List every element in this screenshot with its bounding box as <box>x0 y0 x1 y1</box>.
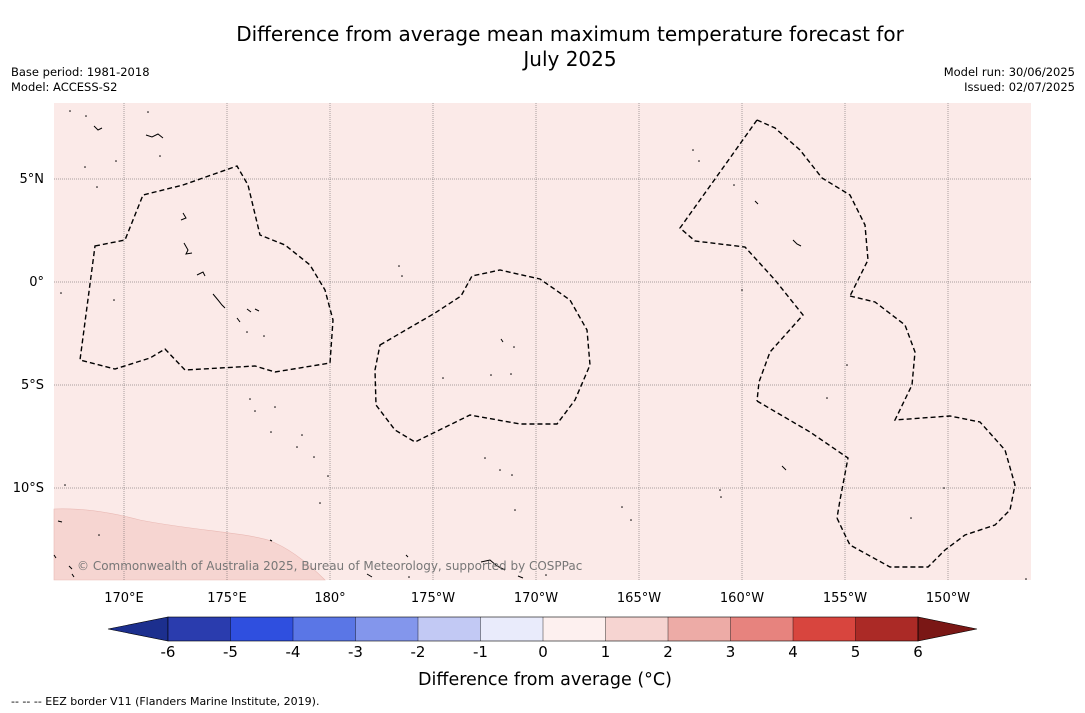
lon-label-165w: 165°W <box>617 591 661 606</box>
lon-label-150w: 150°W <box>926 591 970 606</box>
issued-text: Issued: 02/07/2025 <box>964 80 1075 94</box>
islands <box>53 125 802 579</box>
island <box>145 133 164 139</box>
eez-border-polynesia <box>836 295 1016 568</box>
eez-borders <box>79 119 1016 568</box>
eez-border-kiribati-line-north <box>756 119 869 297</box>
colorbar-tick-label: -6 <box>160 643 176 661</box>
island <box>183 242 193 255</box>
colorbar-label: Difference from average (°C) <box>418 670 672 690</box>
island <box>480 559 506 571</box>
colorbar-tick-label: 1 <box>600 643 611 661</box>
colorbar-tick-label: -2 <box>410 643 426 661</box>
colorbar-tick-label: -5 <box>223 643 238 661</box>
island <box>196 271 206 277</box>
island <box>93 125 103 131</box>
colorbar-segment <box>230 617 294 641</box>
lon-label-175e: 175°E <box>207 591 247 606</box>
island <box>792 239 802 247</box>
colorbar-extend-high <box>917 616 978 642</box>
map-area <box>54 103 1031 580</box>
colorbar-tick-label: 4 <box>788 643 798 661</box>
title-line-2: July 2025 <box>523 47 617 71</box>
colorbar-segment <box>418 617 481 641</box>
island <box>500 338 504 343</box>
model-run-text: Model run: 30/06/2025 <box>943 65 1075 79</box>
warm-anomaly-region <box>53 508 326 581</box>
lon-label-155w: 155°W <box>823 591 867 606</box>
island <box>212 293 226 309</box>
island <box>180 212 187 221</box>
colorbar-segment <box>730 617 794 641</box>
copyright-text: © Commonwealth of Australia 2025, Bureau… <box>77 559 582 573</box>
colorbar-segment <box>855 617 919 641</box>
colorbar-tick-label: -3 <box>348 643 363 661</box>
lon-label-175w: 175°W <box>411 591 455 606</box>
lon-label-170w: 170°W <box>514 591 558 606</box>
model-text: Model: ACCESS-S2 <box>11 80 118 94</box>
lat-label-5s: 5°S <box>21 378 44 393</box>
eez-border-cook-north <box>756 400 849 519</box>
island-dots <box>60 110 1027 580</box>
lon-label-170e: 170°E <box>104 591 144 606</box>
colorbar-tick-label: 3 <box>725 643 736 661</box>
colorbar-segment <box>668 617 731 641</box>
eez-border-kiribati-line-west <box>679 119 804 402</box>
colorbar-tick-label: -4 <box>285 643 301 661</box>
colorbar-segment <box>543 617 606 641</box>
lat-label-5n: 5°N <box>20 172 45 187</box>
island <box>53 554 75 578</box>
colorbar-segment <box>605 617 669 641</box>
meta-left: Base period: 1981-2018 Model: ACCESS-S2 <box>11 65 150 95</box>
meta-right: Model run: 30/06/2025 Issued: 02/07/2025 <box>944 65 1075 95</box>
colorbar-segment <box>355 617 419 641</box>
colorbar-tick-label: -1 <box>473 643 488 661</box>
island <box>57 520 63 523</box>
island <box>754 200 759 205</box>
legend-footer: -- -- -- EEZ border V11 (Flanders Marine… <box>11 695 320 708</box>
lat-label-10s: 10°S <box>13 481 44 496</box>
eez-border-kiribati-phoenix <box>374 269 591 443</box>
island <box>246 308 260 313</box>
island <box>236 317 241 323</box>
colorbar-segment <box>793 617 856 641</box>
lon-label-160w: 160°W <box>720 591 764 606</box>
base-period-text: Base period: 1981-2018 <box>11 65 150 79</box>
colorbar-segment <box>168 617 231 641</box>
lon-label-180: 180° <box>314 591 345 606</box>
graticule <box>54 103 1031 580</box>
colorbar <box>107 616 978 642</box>
colorbar-extend-low <box>107 616 169 642</box>
island <box>269 539 524 579</box>
title-line-1: Difference from average mean maximum tem… <box>236 22 904 46</box>
colorbar-tick-label: 6 <box>913 643 923 661</box>
island <box>781 465 787 471</box>
eez-border-kiribati-gilbert <box>79 165 334 373</box>
colorbar-segment <box>480 617 544 641</box>
map-title: Difference from average mean maximum tem… <box>0 22 1085 72</box>
colorbar-tick-label: 5 <box>850 643 861 661</box>
lat-label-0: 0° <box>29 275 44 290</box>
colorbar-segment <box>293 617 356 641</box>
colorbar-tick-label: 0 <box>538 643 548 661</box>
colorbar-tick-label: 2 <box>663 643 673 661</box>
